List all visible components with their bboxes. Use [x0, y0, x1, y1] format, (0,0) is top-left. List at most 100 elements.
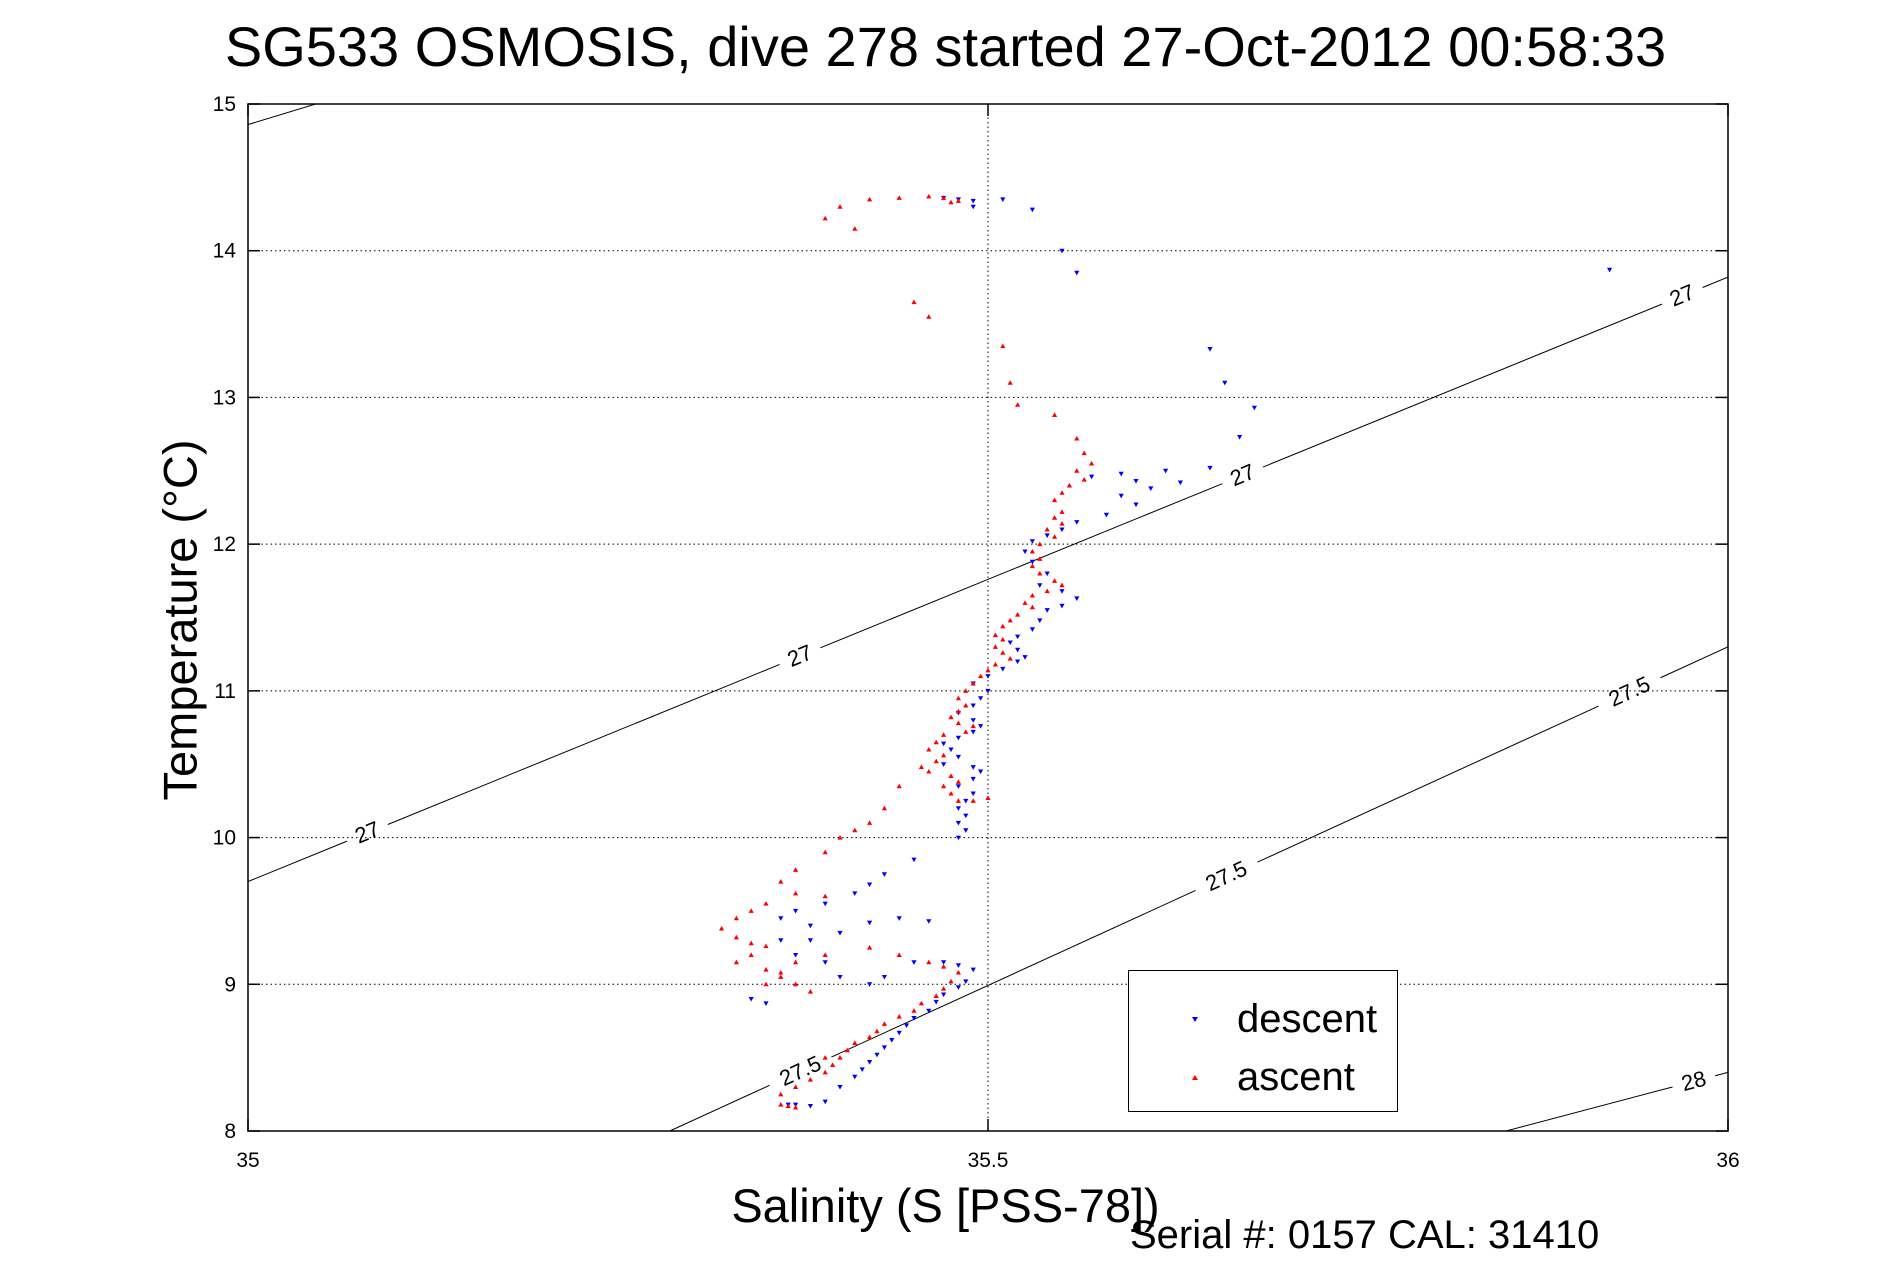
data-point-descent [1059, 248, 1065, 254]
contour-line-segment [1660, 646, 1728, 679]
data-point-ascent [948, 199, 954, 205]
data-point-ascent [963, 729, 969, 734]
data-point-ascent [955, 198, 961, 203]
data-point-ascent [1074, 468, 1080, 473]
data-point-descent [911, 857, 917, 863]
data-point-descent [978, 724, 984, 729]
data-point-ascent [911, 299, 917, 305]
data-point-ascent [933, 993, 939, 999]
data-point-descent [941, 741, 947, 747]
data-point-ascent [918, 1000, 924, 1006]
data-point-ascent [867, 1034, 873, 1040]
data-point-descent [793, 952, 799, 958]
data-point-ascent [896, 783, 902, 789]
legend-marker-descent [1192, 1017, 1198, 1022]
data-point-descent [955, 784, 961, 789]
data-point-ascent [852, 226, 858, 231]
data-point-ascent [763, 943, 769, 949]
data-point-ascent [822, 893, 828, 899]
data-point-descent [963, 979, 969, 984]
data-point-descent [1059, 527, 1065, 533]
data-point-descent [1074, 270, 1080, 276]
data-point-ascent [933, 758, 939, 764]
y-tick-label: 8 [224, 1120, 236, 1143]
data-point-ascent [822, 952, 828, 957]
data-point-descent [970, 967, 976, 973]
data-point-descent [874, 1052, 880, 1058]
data-point-descent [881, 872, 887, 877]
data-point-ascent [763, 900, 769, 906]
data-point-ascent [985, 667, 991, 673]
data-point-descent [867, 982, 873, 987]
x-axis-label: Salinity (S [PSS-78]) [731, 1179, 1160, 1232]
data-point-descent [778, 916, 784, 921]
data-point-ascent [1000, 650, 1006, 655]
data-point-descent [1000, 197, 1006, 202]
data-point-ascent [874, 1028, 880, 1034]
data-point-ascent [948, 714, 954, 720]
data-point-descent [1029, 627, 1035, 632]
data-point-descent [1118, 471, 1124, 477]
data-point-ascent [1029, 563, 1035, 569]
data-point-ascent [955, 720, 961, 726]
data-point-descent [1007, 640, 1013, 646]
data-point-ascent [844, 1047, 850, 1053]
data-point-descent [1044, 571, 1050, 577]
data-point-descent [970, 791, 976, 797]
data-point-ascent [1037, 556, 1043, 561]
data-point-descent [852, 1074, 858, 1080]
data-point-descent [904, 1023, 910, 1028]
data-point-ascent [948, 773, 954, 778]
data-point-ascent [970, 798, 976, 803]
data-point-descent [1015, 647, 1021, 653]
data-point-ascent [1044, 588, 1050, 594]
data-point-ascent [867, 945, 873, 950]
data-point-ascent [1052, 515, 1058, 520]
contour-line-segment [1702, 276, 1728, 288]
data-point-descent [955, 985, 961, 990]
data-point-ascent [837, 834, 843, 840]
y-tick-label: 14 [213, 240, 237, 263]
data-point-descent [941, 762, 947, 767]
data-point-ascent [748, 908, 754, 913]
data-point-descent [867, 1060, 873, 1065]
y-tick-label: 13 [213, 386, 236, 409]
legend-label-ascent: ascent [1237, 1055, 1355, 1099]
data-point-ascent [955, 969, 961, 975]
contour-line-segment [669, 1084, 770, 1131]
data-point-ascent [963, 702, 969, 708]
data-point-ascent [970, 723, 976, 729]
data-point-ascent [807, 1077, 813, 1082]
data-point-ascent [963, 688, 969, 693]
data-point-ascent [1000, 343, 1006, 349]
data-point-descent [793, 1102, 799, 1108]
data-point-descent [985, 674, 991, 679]
data-point-ascent [793, 981, 799, 987]
data-point-ascent [926, 314, 932, 319]
legend-item-ascent: ascent [1129, 1053, 1397, 1103]
data-point-descent [1133, 502, 1139, 508]
data-point-descent [807, 938, 813, 943]
x-tick-label: 35 [236, 1149, 259, 1172]
data-point-ascent [778, 969, 784, 975]
contour-line-segment [248, 104, 318, 126]
data-point-descent [933, 999, 939, 1005]
data-point-descent [763, 1001, 769, 1006]
data-point-descent [963, 798, 969, 804]
data-points [719, 193, 1613, 1110]
data-point-ascent [926, 193, 932, 199]
data-point-ascent [867, 196, 873, 202]
data-point-ascent [822, 849, 828, 855]
data-point-descent [1059, 603, 1065, 609]
data-point-descent [837, 1084, 843, 1090]
data-point-descent [1044, 608, 1050, 613]
data-point-ascent [822, 215, 828, 221]
data-point-descent [1103, 512, 1109, 518]
data-point-ascent [1044, 526, 1050, 532]
data-point-ascent [978, 673, 984, 679]
x-tick-label: 36 [1716, 1149, 1739, 1172]
data-point-descent [941, 992, 947, 998]
data-point-descent [793, 908, 799, 914]
data-point-descent [1044, 533, 1050, 538]
